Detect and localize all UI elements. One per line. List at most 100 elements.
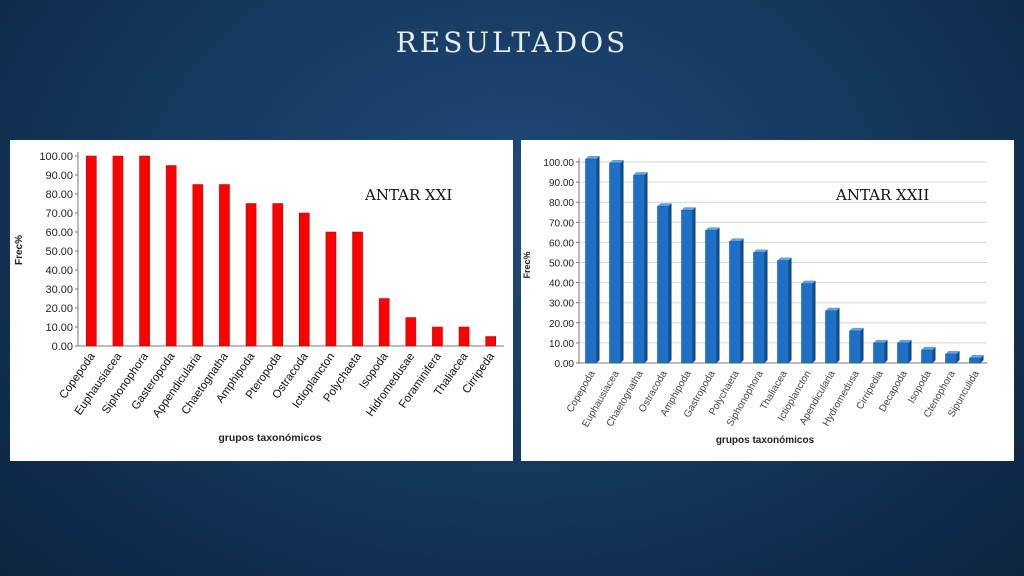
bar (753, 252, 765, 364)
bar-side (596, 155, 600, 363)
bar (405, 317, 417, 347)
bar-side (740, 238, 744, 363)
bar-side (932, 346, 936, 363)
bar-top (945, 350, 960, 354)
bar-side (620, 160, 624, 363)
y-axis-label: Frec% (14, 235, 25, 265)
y-tick-label: 60.00 (549, 238, 574, 249)
y-tick-label: 100.00 (543, 158, 574, 169)
bar-side (860, 327, 864, 363)
bar-top (609, 160, 624, 164)
y-tick-label: 80.00 (45, 189, 73, 201)
bar (897, 342, 909, 364)
x-axis-label: grupos taxonómicos (218, 432, 321, 444)
bar-side (644, 172, 648, 363)
slide-title: RESULTADOS (395, 26, 629, 59)
y-tick-label: 40.00 (549, 279, 574, 290)
bar-top (753, 249, 768, 253)
bar-top (969, 354, 984, 358)
y-tick-label: 10.00 (549, 339, 574, 350)
bar-side (716, 227, 720, 363)
bar (432, 326, 443, 347)
chart-title: ANTAR XXII (835, 186, 929, 204)
bar (352, 231, 363, 347)
bar-top (633, 172, 648, 176)
y-tick-label: 70.00 (549, 218, 574, 229)
bar (299, 212, 310, 347)
y-tick-label: 0.00 (52, 341, 73, 353)
bar (921, 349, 933, 364)
bar-side (692, 207, 696, 363)
bar-side (788, 257, 792, 363)
bar-side (908, 339, 912, 363)
bar (633, 174, 645, 364)
bar (325, 231, 337, 347)
chart-antar-xxii: 0.00 10.00 20.00 30.00 40.00 50.00 60.00 70.00 8… (522, 155, 987, 446)
bar-side (668, 203, 672, 363)
bar-side (980, 354, 984, 363)
chart-antar-xxi: 0.00 10.00 20.00 30.00 40.00 50.00 60.00 70.00 8… (14, 151, 504, 444)
bar (729, 241, 741, 364)
y-tick-label: 30.00 (549, 299, 574, 310)
bar-top (825, 307, 840, 311)
bar (969, 357, 981, 364)
bar (777, 260, 789, 364)
bar (873, 342, 885, 364)
y-tick-label: 60.00 (45, 227, 73, 239)
y-tick-label: 100.00 (39, 151, 73, 163)
bar (705, 230, 717, 364)
chart-panel-antar-xxi: 0.00 10.00 20.00 30.00 40.00 50.00 60.00 70.00 8… (10, 140, 513, 461)
bar-top (681, 207, 696, 211)
bar-side (812, 280, 816, 363)
bar (945, 353, 957, 364)
bar (378, 298, 390, 347)
bar (609, 162, 621, 364)
bar (86, 155, 97, 347)
bar (825, 310, 837, 364)
bar-side (764, 249, 768, 363)
y-tick-label: 90.00 (549, 178, 574, 189)
chart-panel-antar-xxii: 0.00 10.00 20.00 30.00 40.00 50.00 60.00 70.00 8… (521, 140, 1014, 461)
bar (657, 205, 669, 364)
bar (219, 184, 230, 347)
bar-side (884, 339, 888, 363)
bar-top (657, 203, 672, 207)
bar (681, 209, 693, 364)
y-tick-label: 80.00 (549, 198, 574, 209)
bar (139, 155, 150, 347)
y-tick-label: 40.00 (45, 265, 73, 277)
bar (245, 203, 257, 347)
y-tick-label: 30.00 (45, 284, 73, 296)
bar-top (801, 280, 816, 284)
bar (192, 184, 204, 347)
y-tick-label: 20.00 (45, 303, 73, 315)
bar (458, 326, 470, 347)
y-tick-label: 10.00 (45, 322, 73, 334)
bar-top (921, 346, 936, 350)
bar-top (873, 339, 888, 343)
bar (165, 165, 177, 347)
bar-top (849, 327, 864, 331)
bar (112, 155, 124, 347)
bar (272, 203, 283, 347)
bar (849, 330, 861, 364)
y-tick-label: 70.00 (45, 208, 73, 220)
y-tick-label: 50.00 (45, 246, 73, 258)
bar (485, 336, 496, 347)
bar-top (705, 227, 720, 231)
bar-side (956, 350, 960, 363)
y-axis-label: Frec% (522, 251, 532, 278)
y-tick-label: 90.00 (45, 170, 73, 182)
chart-title: ANTAR XXI (364, 186, 452, 204)
bar-top (777, 257, 792, 261)
y-tick-label: 0.00 (555, 359, 575, 370)
bar-top (729, 238, 744, 242)
x-axis-label: grupos taxonómicos (716, 435, 815, 446)
bar (585, 158, 597, 364)
bar-top (585, 155, 600, 159)
bar-top (897, 339, 912, 343)
bar-side (836, 307, 840, 363)
bar (801, 283, 813, 364)
y-tick-label: 20.00 (549, 319, 574, 330)
y-tick-label: 50.00 (549, 259, 574, 270)
